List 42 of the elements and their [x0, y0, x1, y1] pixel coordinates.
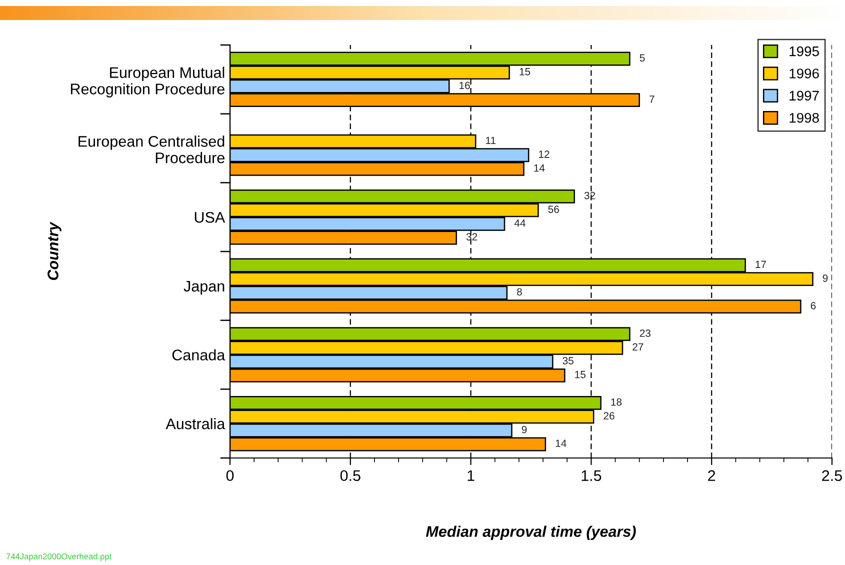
annotation: 17 — [756, 260, 766, 268]
x-tick-label: 2.5 — [822, 470, 842, 482]
annotation: 8 — [517, 288, 522, 296]
annotation: 18 — [611, 398, 622, 406]
y-tick-label: Canada — [172, 349, 226, 360]
annotation: 9 — [522, 426, 527, 434]
x-tick-label: 2 — [708, 470, 716, 481]
x-tick-label: 1.5 — [582, 470, 602, 482]
annotation: 16 — [460, 82, 470, 90]
y-tick-label: Japan — [184, 280, 224, 295]
annotation: 56 — [548, 206, 559, 213]
annotation: 9 — [822, 274, 828, 282]
legend-label: 1998 — [790, 112, 819, 123]
annotation: 32 — [466, 233, 478, 241]
annotation: 12 — [539, 150, 550, 158]
annotation: 14 — [556, 440, 566, 447]
text: 744Japan2000Overhead.ppt — [6, 553, 112, 561]
y-tick-label: European Mutual Recognition Procedure — [70, 66, 224, 98]
annotation: 35 — [562, 357, 574, 364]
annotation: 6 — [810, 302, 816, 310]
legend-label: 1996 — [790, 68, 819, 78]
annotation: 26 — [604, 412, 614, 420]
legend-label: 1995 — [790, 46, 819, 56]
y-axis-title: Country — [48, 222, 62, 280]
annotation: 11 — [486, 136, 496, 144]
annotation: 15 — [520, 68, 530, 76]
x-axis-title: Median approval time (years) — [426, 526, 636, 540]
annotation: 32 — [584, 192, 596, 200]
y-tick-label: European Centralised Procedure — [78, 136, 224, 164]
annotation: 14 — [534, 164, 545, 172]
y-tick-label: USA — [194, 212, 226, 223]
annotation: 15 — [575, 370, 586, 378]
annotation: 44 — [514, 219, 526, 227]
y-tick-label: Australia — [166, 418, 226, 430]
annotation: 7 — [650, 96, 654, 103]
annotation: 27 — [632, 343, 644, 351]
x-tick-label: 0.5 — [340, 470, 360, 482]
legend-label: 1997 — [790, 90, 819, 101]
x-tick-label: 0 — [226, 470, 234, 482]
annotation: 23 — [640, 330, 650, 337]
annotation: 5 — [640, 54, 645, 62]
x-tick-label: 1 — [468, 470, 474, 481]
